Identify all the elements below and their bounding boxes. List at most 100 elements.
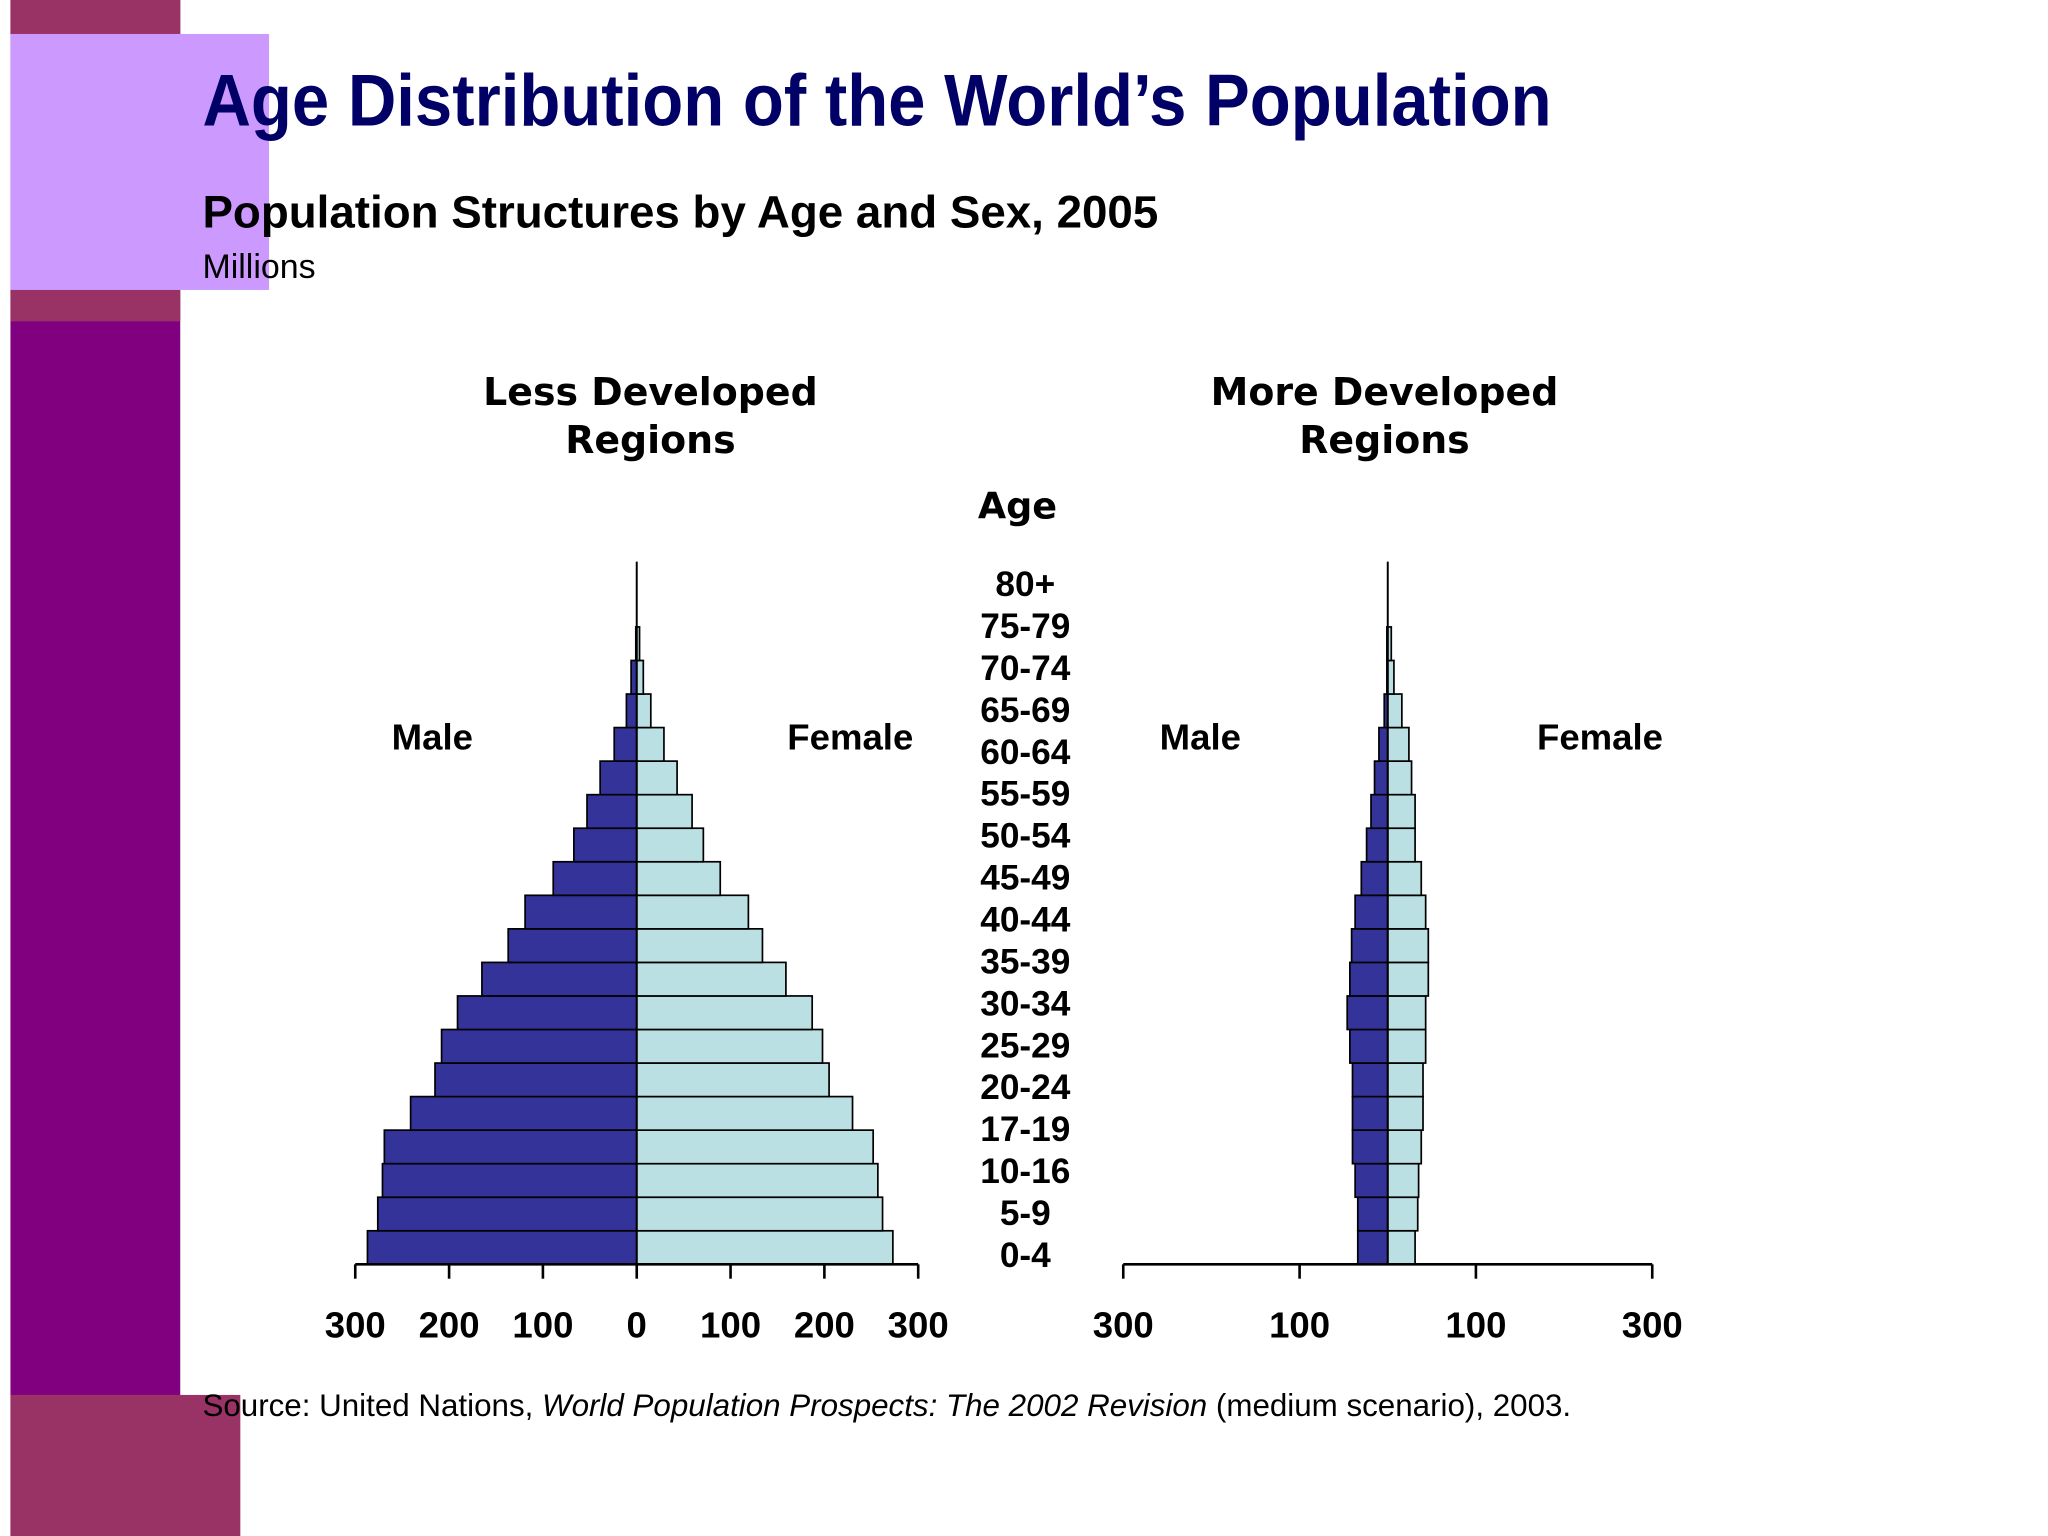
bar — [1386, 860, 1423, 897]
x-tick-label: 100 — [512, 1304, 573, 1345]
bar — [381, 1162, 638, 1199]
age-label: 50-54 — [980, 817, 1071, 856]
x-tick-label: 300 — [1622, 1304, 1683, 1345]
bar — [1386, 894, 1427, 930]
bar — [1386, 1028, 1427, 1064]
bar — [599, 760, 638, 796]
bar — [635, 1196, 884, 1232]
bar — [1348, 1028, 1389, 1064]
bar — [376, 1196, 638, 1232]
bar — [635, 928, 764, 964]
age-label: 75-79 — [980, 607, 1070, 646]
bar — [635, 1028, 824, 1064]
bar — [1386, 793, 1416, 830]
age-label: 80+ — [995, 565, 1055, 604]
x-tick-label: 200 — [419, 1304, 480, 1345]
deco-block — [10, 1394, 241, 1536]
x-tick-label: 0 — [627, 1304, 647, 1345]
x-tick-label: 300 — [888, 1304, 949, 1345]
deco-block — [10, 33, 270, 290]
source-title: World Population Prospects: The 2002 Rev… — [542, 1388, 1207, 1423]
age-label: 65-69 — [980, 691, 1070, 730]
legend-label: Male — [1160, 717, 1241, 758]
bar — [573, 827, 638, 863]
chart-title: More Developed Regions — [1210, 369, 1559, 463]
bar — [635, 693, 652, 729]
bar — [1386, 961, 1430, 997]
bar — [366, 1229, 638, 1266]
bar — [383, 1129, 638, 1165]
age-label: 45-49 — [980, 859, 1070, 898]
bar — [613, 726, 638, 762]
bar — [1386, 760, 1413, 796]
x-tick-label: 100 — [1445, 1304, 1506, 1345]
source-text: (medium scenario), 2003. — [1207, 1388, 1571, 1423]
age-label: 5-9 — [1000, 1194, 1051, 1233]
bar — [1386, 995, 1427, 1031]
age-label: 35-39 — [980, 942, 1070, 981]
chart-title-box: Less Developed Regions — [483, 369, 818, 463]
legend-label: Female — [787, 717, 913, 758]
bar — [1386, 928, 1430, 964]
bar — [1351, 1062, 1389, 1098]
bar — [1386, 1095, 1424, 1131]
x-tick-label: 300 — [325, 1304, 386, 1345]
units: Millions — [202, 248, 315, 286]
bar — [440, 1028, 638, 1064]
age-label: 10-16 — [980, 1152, 1070, 1191]
bar — [635, 1162, 879, 1199]
x-tick-label: 100 — [700, 1304, 761, 1345]
bar — [635, 860, 722, 897]
bar — [1360, 860, 1389, 897]
source: Source: United Nations, World Population… — [202, 1388, 1571, 1423]
x-tick-label: 100 — [1269, 1304, 1330, 1345]
bar — [635, 995, 814, 1031]
chart-title-box: More Developed Regions — [1210, 369, 1559, 463]
bar — [524, 894, 638, 930]
bar — [635, 1095, 854, 1131]
bar — [635, 659, 645, 695]
age-label: 17-19 — [980, 1110, 1070, 1149]
bar — [1386, 1162, 1420, 1199]
bar — [635, 894, 750, 930]
age-label: 70-74 — [980, 649, 1071, 688]
bar — [1356, 1229, 1389, 1266]
bar — [434, 1062, 638, 1098]
bar — [1373, 760, 1389, 796]
bar — [635, 1229, 894, 1266]
bar — [1351, 1129, 1389, 1165]
bar — [586, 793, 638, 830]
age-heading: Age — [978, 485, 1057, 528]
bar — [635, 961, 787, 997]
subtitle: Population Structures by Age and Sex, 20… — [202, 186, 1158, 237]
bar — [1348, 961, 1389, 997]
age-label: 40-44 — [980, 901, 1071, 940]
bar — [507, 928, 638, 964]
age-label: 55-59 — [980, 775, 1070, 814]
bar — [456, 995, 638, 1031]
bar — [552, 860, 638, 897]
bar — [635, 1062, 830, 1098]
age-label: 25-29 — [980, 1026, 1070, 1065]
bar — [1346, 995, 1389, 1031]
bar — [1365, 827, 1389, 863]
legend-label: Male — [392, 717, 473, 758]
bar — [635, 726, 665, 762]
x-tick-label: 200 — [794, 1304, 855, 1345]
bar — [625, 693, 638, 729]
slide-title: Age Distribution of the World’s Populati… — [202, 60, 1551, 141]
bar — [1386, 726, 1410, 762]
bar — [1386, 1129, 1423, 1165]
x-tick-label: 300 — [1093, 1304, 1154, 1345]
bar — [1354, 894, 1389, 930]
bar — [635, 760, 678, 796]
age-label: 30-34 — [980, 984, 1071, 1023]
bar — [1378, 726, 1389, 762]
bar — [1370, 793, 1389, 830]
bar — [1386, 693, 1403, 729]
chart-title: Less Developed Regions — [483, 369, 818, 463]
bar — [635, 793, 693, 830]
bar — [635, 827, 705, 863]
age-label: 20-24 — [980, 1068, 1071, 1107]
